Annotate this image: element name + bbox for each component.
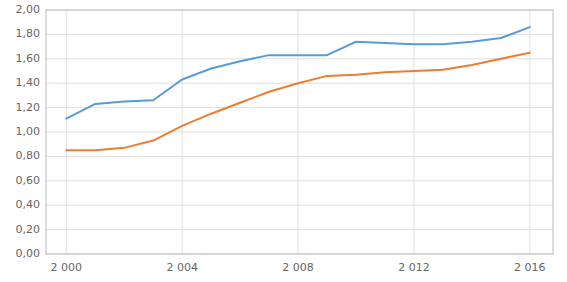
y-tick-label: 0,00 xyxy=(16,247,41,260)
x-grid-line xyxy=(298,10,299,254)
y-grid-line xyxy=(46,229,553,230)
grid xyxy=(46,10,553,254)
x-grid-line xyxy=(66,10,67,254)
y-grid-line xyxy=(46,180,553,181)
x-tick-label: 2 012 xyxy=(398,261,430,274)
axes: 0,00 0,20 0,40 0,60 0,80 1,00 1,20 1,40 1,60 1,80… xyxy=(16,3,554,274)
x-grid-line xyxy=(529,10,530,254)
y-tick-label: 0,80 xyxy=(16,149,41,162)
x-grid-line xyxy=(413,10,414,254)
y-grid-line xyxy=(46,205,553,206)
y-grid-line xyxy=(46,156,553,157)
y-tick-label: 1,80 xyxy=(16,27,41,40)
y-grid-line xyxy=(46,107,553,108)
x-tick-label: 2 016 xyxy=(514,261,546,274)
y-tick-label: 2,00 xyxy=(16,3,41,16)
y-grid-line xyxy=(46,34,553,35)
x-tick-label: 2 000 xyxy=(51,261,83,274)
x-tick-label: 2 008 xyxy=(282,261,314,274)
x-tick-label: 2 004 xyxy=(166,261,198,274)
y-tick-label: 1,00 xyxy=(16,125,41,138)
y-grid-line xyxy=(46,132,553,133)
y-tick-label: 0,60 xyxy=(16,174,41,187)
y-tick-label: 0,40 xyxy=(16,198,41,211)
plot-frame xyxy=(46,10,553,254)
chart: 0,00 0,20 0,40 0,60 0,80 1,00 1,20 1,40 1,60 1,80… xyxy=(0,0,567,282)
y-tick-label: 1,60 xyxy=(16,52,41,65)
series-group xyxy=(66,27,530,150)
y-tick-label: 0,20 xyxy=(16,223,41,236)
series-line xyxy=(66,27,530,119)
x-grid-line xyxy=(182,10,183,254)
y-tick-label: 1,20 xyxy=(16,101,41,114)
series-line xyxy=(66,53,530,151)
y-grid-line xyxy=(46,58,553,59)
y-tick-label: 1,40 xyxy=(16,76,41,89)
